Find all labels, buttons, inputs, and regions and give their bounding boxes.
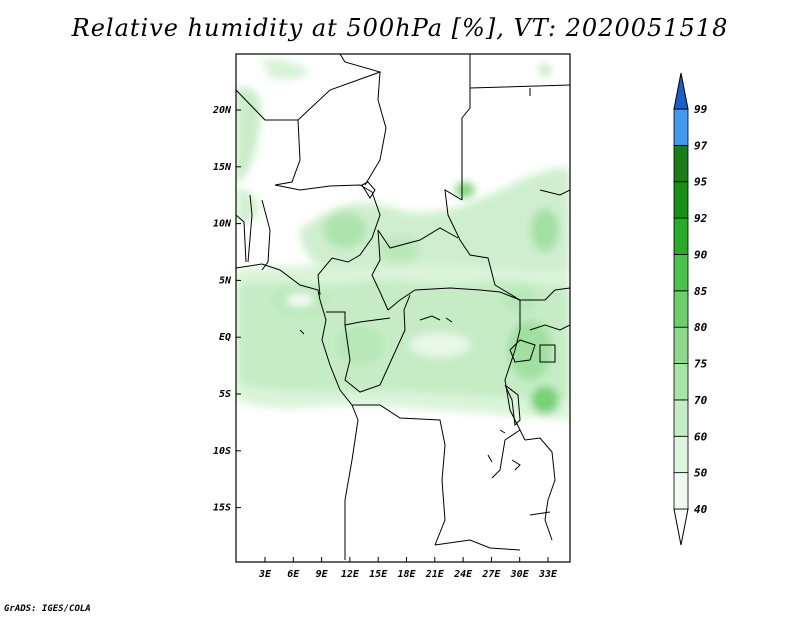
colorbar-swatch [673,108,689,146]
lat-label: 20N [212,105,232,116]
colorbar-label: 95 [694,176,708,189]
colorbar-upper-extension [673,72,689,110]
colorbar-swatch [673,399,689,437]
lon-label: 12E [341,569,360,580]
longitude-axis: 3E 6E 9E 12E 15E 18E 21E 24E 27E 30E 33E [258,557,558,580]
country-boundaries [236,54,570,560]
lon-label: 3E [258,569,272,580]
colorbar-label: 75 [694,358,708,371]
colorbar-label: 92 [694,212,708,225]
lat-label: 10N [213,219,232,230]
lon-label: 15E [369,569,388,580]
lon-label: 24E [453,569,473,580]
lon-label: 9E [316,569,329,580]
lakes [299,315,521,471]
lat-label: 15N [213,162,232,173]
colorbar-swatch [673,363,689,401]
colorbar-swatch [673,290,689,328]
colorbar: 40 50 60 70 75 80 85 90 92 95 97 99 [673,72,708,546]
map-title: Relative humidity at 500hPa [%], VT: 202… [71,14,729,42]
colorbar-label: 97 [694,139,708,152]
humidity-field [236,59,570,420]
lat-label: 5S [219,389,231,400]
colorbar-swatch [673,254,689,292]
colorbar-swatch [673,144,689,183]
colorbar-swatch [673,435,689,474]
lon-label: 21E [425,569,445,580]
lat-label: EQ [219,332,231,343]
colorbar-label: 60 [694,430,708,443]
colorbar-swatch [673,217,689,255]
colorbar-label: 70 [694,394,708,407]
colorbar-label: 85 [694,285,708,298]
colorbar-label: 40 [694,503,708,516]
colorbar-swatch [673,472,689,510]
lat-label: 15S [213,503,231,514]
lon-label: 30E [510,569,530,580]
map-frame [235,53,571,563]
latitude-axis: 20N 15N 10N 5N EQ 5S 10S 15S [212,105,241,514]
lat-label: 10S [213,446,231,457]
colorbar-label: 50 [694,467,708,480]
colorbar-swatch [673,326,689,364]
grads-credit: GrADS: IGES/COLA [4,604,91,614]
lon-label: 33E [538,569,558,580]
colorbar-label: 99 [694,103,708,116]
lat-label: 5N [219,275,232,286]
colorbar-swatch [673,181,689,219]
lon-label: 27E [481,569,501,580]
lon-label: 6E [287,569,300,580]
colorbar-label: 80 [694,321,708,334]
lon-label: 18E [397,569,416,580]
colorbar-label: 90 [694,248,708,261]
colorbar-lower-extension [673,508,689,546]
